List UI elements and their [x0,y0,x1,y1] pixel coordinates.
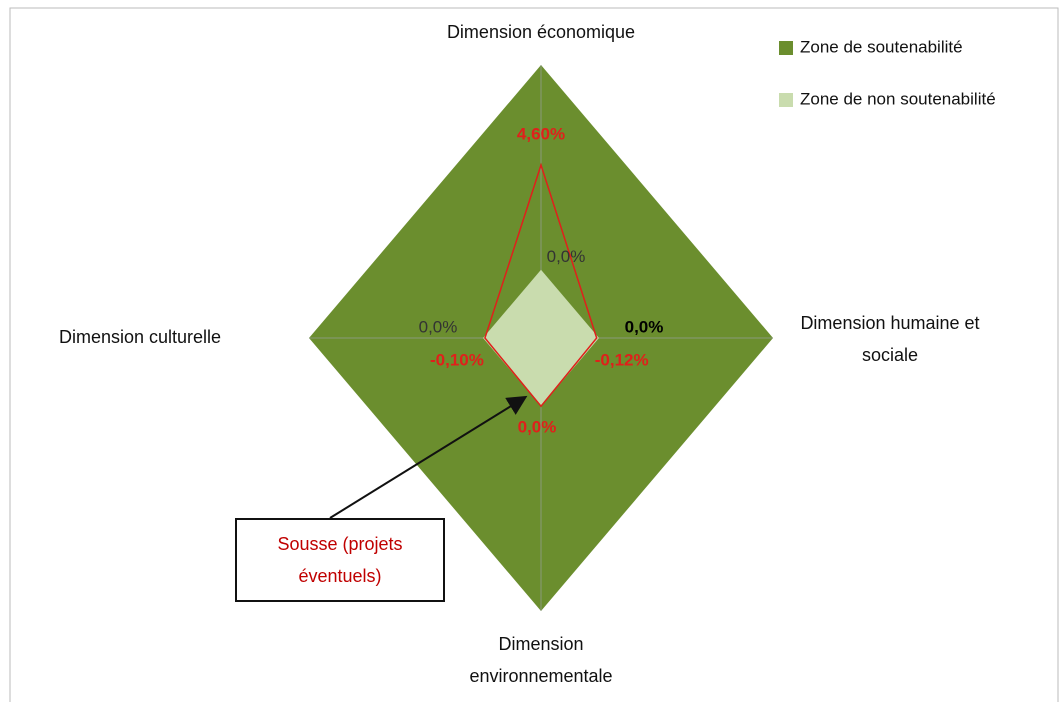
data-label: 0,0% [518,418,557,437]
data-label: 0,0% [625,317,664,336]
annotation-arrow [329,395,528,519]
axis-label: Dimension environnementale [469,634,613,686]
axis-label: Dimension humaine et sociale [800,313,980,365]
data-label: 4,60% [517,125,565,144]
axis-label: Dimension culturelle [58,327,222,347]
radar-line [484,162,598,408]
data-label: -0,10% [430,350,484,369]
data-label: 0,0% [547,247,586,266]
legend-label: Zone de soutenabilité [800,37,963,56]
annotation: Sousse (projets éventuels) [235,518,445,602]
legend-swatch [779,93,793,107]
axis-label: Dimension économique [446,22,636,42]
data-label: -0,12% [595,350,649,369]
frame [9,7,1059,702]
legend-label: Zone de non soutenabilité [800,89,996,108]
data-label: 0,0% [419,317,458,336]
legend-swatch [779,41,793,55]
